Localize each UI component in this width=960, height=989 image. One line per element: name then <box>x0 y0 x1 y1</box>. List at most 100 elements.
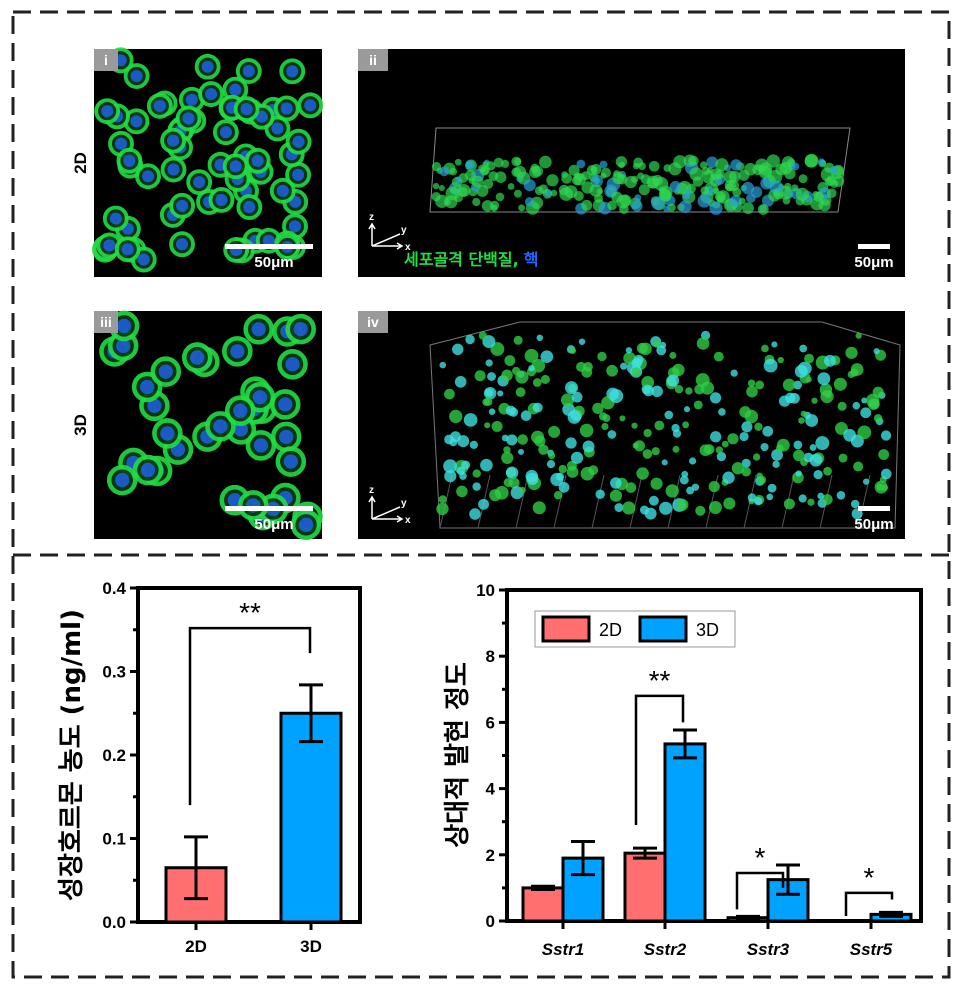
nucleus <box>240 102 253 116</box>
axis-x-label: x <box>405 515 411 526</box>
cell <box>747 379 756 387</box>
cell <box>845 346 858 359</box>
cell <box>436 502 449 516</box>
cell <box>480 458 493 472</box>
cell <box>818 199 831 212</box>
cell <box>487 372 496 381</box>
cell <box>573 173 586 186</box>
cell <box>598 412 608 421</box>
cell <box>683 406 691 413</box>
legend: 2D 3D <box>534 610 736 648</box>
cell <box>650 477 663 490</box>
cell <box>669 351 677 359</box>
cell <box>793 449 805 462</box>
cell <box>783 498 795 510</box>
cell <box>583 361 593 372</box>
y-tick-label: 2 <box>486 846 495 865</box>
cell <box>528 364 535 372</box>
cell <box>873 414 883 423</box>
panel-tag-iv: iv <box>367 314 379 330</box>
cell <box>791 162 800 171</box>
cell <box>773 190 780 197</box>
significance-bracket <box>188 626 312 806</box>
cell <box>546 174 559 187</box>
cell <box>495 192 505 202</box>
cell <box>592 402 604 414</box>
cell <box>722 471 735 484</box>
cell <box>534 435 546 447</box>
nucleus <box>190 350 205 365</box>
nucleus <box>280 102 293 115</box>
cell <box>631 422 638 429</box>
cell <box>611 191 623 203</box>
cell <box>610 477 622 489</box>
x-tick-label: 2D <box>185 937 207 956</box>
cell <box>689 457 697 465</box>
cell <box>659 501 673 515</box>
cell <box>606 364 618 377</box>
nucleus <box>229 83 242 96</box>
cell <box>727 433 739 445</box>
scale-bar <box>225 506 313 511</box>
cell <box>732 187 742 197</box>
nucleus <box>304 99 317 112</box>
cell <box>601 422 609 431</box>
cell <box>463 413 478 427</box>
cell <box>531 358 546 373</box>
cell <box>651 447 660 456</box>
cell <box>550 189 558 197</box>
nucleus <box>185 93 198 106</box>
cell <box>857 425 872 440</box>
cell <box>807 498 815 506</box>
cell <box>559 187 573 201</box>
cell <box>741 181 755 195</box>
grid-line <box>591 474 605 529</box>
cell <box>824 177 834 187</box>
cell <box>532 501 546 515</box>
nucleus <box>114 137 128 150</box>
cell <box>501 369 513 381</box>
cell <box>829 166 838 175</box>
axis-z-label: z <box>369 485 374 496</box>
nucleus <box>219 126 232 139</box>
cell <box>444 195 458 209</box>
nucleus <box>193 176 206 189</box>
cell <box>633 354 644 365</box>
cell <box>449 409 463 424</box>
cell <box>618 161 625 169</box>
cell <box>478 331 487 340</box>
micrograph-3d-top <box>94 310 323 541</box>
cell <box>862 478 870 485</box>
cell <box>754 422 763 431</box>
bar-Sstr2-3D <box>663 742 707 923</box>
nucleus <box>213 419 228 434</box>
cell <box>804 353 814 364</box>
nucleus <box>276 184 289 197</box>
cell <box>721 440 729 448</box>
cell <box>504 355 516 367</box>
cell <box>710 431 722 443</box>
cell <box>730 369 738 377</box>
cell <box>729 170 741 183</box>
x-tick-label: Sstr2 <box>644 940 687 959</box>
cell <box>837 401 847 411</box>
cell <box>573 191 584 201</box>
cell <box>638 184 650 196</box>
cell <box>715 446 723 454</box>
cell <box>465 334 475 345</box>
cell <box>817 492 824 500</box>
cell <box>850 499 860 509</box>
cell <box>481 200 494 212</box>
nucleus <box>233 422 248 437</box>
scale-bar <box>858 506 890 511</box>
cell <box>782 378 796 392</box>
cell <box>665 484 679 498</box>
cell <box>826 188 837 199</box>
cell <box>524 348 539 363</box>
cell <box>685 387 693 395</box>
cell <box>538 444 549 455</box>
stain-nucleus: 핵 <box>524 250 539 269</box>
nucleus <box>205 88 218 101</box>
cell <box>483 386 497 400</box>
error-bar <box>879 910 903 918</box>
